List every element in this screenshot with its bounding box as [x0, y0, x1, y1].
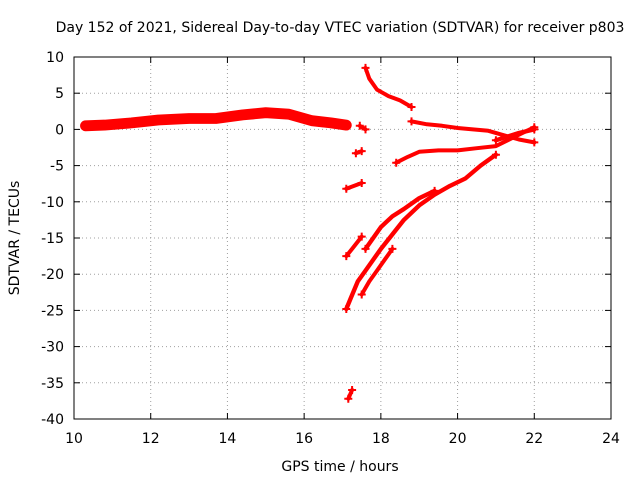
data-point-marker — [342, 252, 351, 261]
data-arc — [342, 150, 500, 313]
data-point-marker — [530, 138, 539, 147]
data-arc-band — [344, 152, 499, 312]
chart-title: Day 152 of 2021, Sidereal Day-to-day VTE… — [56, 20, 625, 36]
y-tick-label: -30 — [41, 340, 64, 356]
y-tick-label: -5 — [50, 159, 64, 175]
data-point-marker — [355, 121, 364, 130]
x-tick-label: 14 — [219, 431, 237, 447]
grid — [74, 57, 611, 419]
y-tick-label: -20 — [41, 267, 64, 283]
data-arc — [357, 244, 397, 299]
data-point-marker — [407, 103, 416, 111]
data-arc — [342, 179, 366, 193]
data-point-marker — [361, 125, 370, 134]
y-tick-label: -25 — [41, 303, 64, 319]
data-point-marker — [357, 147, 366, 156]
data-arc — [351, 147, 366, 158]
data-arc — [361, 186, 439, 253]
y-tick-label: -40 — [41, 412, 64, 428]
x-tick-label: 12 — [142, 431, 160, 447]
data-point-marker — [388, 244, 397, 253]
data-point-marker — [361, 244, 370, 253]
data-arc — [80, 107, 352, 132]
x-axis-title: GPS time / hours — [281, 459, 398, 475]
x-tick-label: 20 — [449, 431, 467, 447]
data-point-marker — [344, 394, 353, 403]
data-point-marker — [530, 125, 539, 134]
data-arc-band — [363, 65, 414, 109]
data-point-marker — [392, 158, 401, 167]
y-tick-label: 0 — [55, 122, 64, 138]
data-point-marker — [491, 136, 500, 145]
data-point-marker — [357, 179, 366, 187]
data-arc — [361, 63, 416, 111]
data-point-marker — [342, 184, 351, 193]
y-tick-label: -10 — [41, 195, 64, 211]
x-tick-label: 22 — [525, 431, 543, 447]
y-tick-label: 5 — [55, 86, 64, 102]
data-point-marker — [491, 150, 500, 159]
data-arc-band — [80, 107, 352, 132]
data-point-marker — [348, 386, 357, 394]
data-arc — [344, 386, 357, 403]
data-arc — [491, 125, 539, 145]
data-arc-band — [493, 127, 537, 143]
data-point-marker — [351, 149, 360, 158]
x-tick-label: 16 — [295, 431, 313, 447]
data-point-marker — [361, 63, 370, 72]
y-tick-label: 10 — [46, 50, 64, 66]
data-point-marker — [342, 121, 351, 130]
data-point-marker — [357, 290, 366, 299]
data-arc — [342, 232, 366, 261]
data-arc-band — [344, 234, 364, 259]
axis-ticks: 10 12 14 16 18 20 22 24 10 5 0 -5 -10 -15 -20 -25 -30 -35… — [41, 50, 620, 447]
data-point-marker — [407, 117, 416, 126]
data-arc-band — [363, 188, 437, 252]
y-axis-title: SDTVAR / TECUs — [7, 181, 23, 296]
data-arc — [355, 121, 370, 134]
x-tick-label: 18 — [372, 431, 390, 447]
data-point-marker — [342, 305, 351, 313]
data-point-marker — [357, 232, 366, 241]
data-series-layer — [80, 63, 539, 403]
x-tick-label: 10 — [65, 431, 83, 447]
y-tick-label: -35 — [41, 376, 64, 392]
data-point-marker — [430, 186, 439, 195]
x-tick-label: 24 — [602, 431, 620, 447]
data-point-marker — [81, 121, 90, 130]
data-arc-band — [394, 125, 537, 165]
data-arc-band — [359, 246, 395, 297]
y-tick-label: -15 — [41, 231, 64, 247]
